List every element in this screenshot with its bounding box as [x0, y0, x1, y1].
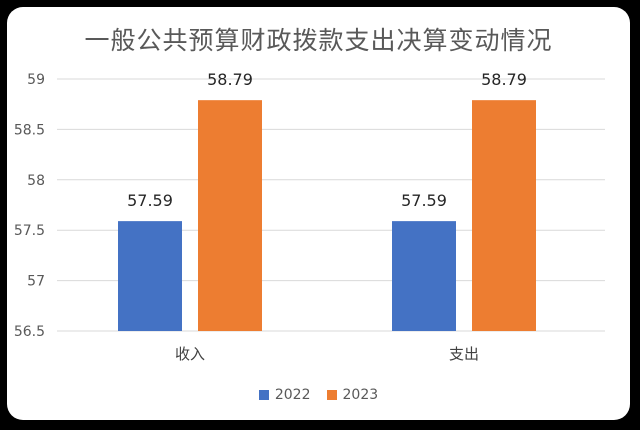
- y-tick-label: 59: [27, 72, 45, 88]
- legend-swatch-2022: [258, 390, 269, 400]
- category-label: 收入: [175, 345, 205, 363]
- chart-title: 一般公共预算财政拨款支出决算变动情况: [84, 26, 553, 55]
- category-label: 支出: [449, 345, 479, 363]
- legend-item-2023: 2023: [326, 387, 379, 403]
- bar-2023-收入: [198, 100, 262, 331]
- legend-label-2022: 2022: [274, 387, 311, 403]
- y-tick-label: 56.5: [14, 324, 45, 340]
- legend-swatch-2023: [326, 390, 337, 400]
- bar-2022-收入: [118, 221, 182, 331]
- y-tick-label: 57: [27, 274, 45, 290]
- legend-item-2022: 2022: [258, 387, 311, 403]
- data-label-2023-收入: 58.79: [207, 70, 253, 89]
- data-labels: 57.59 58.79 57.59 58.79: [127, 70, 527, 210]
- legend: 2022 2023: [7, 387, 630, 403]
- bar-2022-支出: [392, 221, 456, 331]
- data-label-2023-支出: 58.79: [481, 70, 527, 89]
- bar-2023-支出: [472, 100, 536, 331]
- y-tick-label: 57.5: [14, 223, 45, 239]
- data-label-2022-支出: 57.59: [401, 191, 447, 210]
- bars: [118, 100, 536, 331]
- data-label-2022-收入: 57.59: [127, 191, 173, 210]
- legend-label-2023: 2023: [342, 387, 379, 403]
- chart-frame: 一般公共预算财政拨款支出决算变动情况 56.5 57 57.5 58 58.5 59 57…: [7, 7, 630, 420]
- y-tick-label: 58.5: [14, 122, 45, 138]
- y-tick-label: 58: [27, 173, 45, 189]
- y-axis-ticks: 56.5 57 57.5 58 58.5 59: [14, 72, 45, 340]
- category-labels: 收入 支出: [175, 345, 479, 363]
